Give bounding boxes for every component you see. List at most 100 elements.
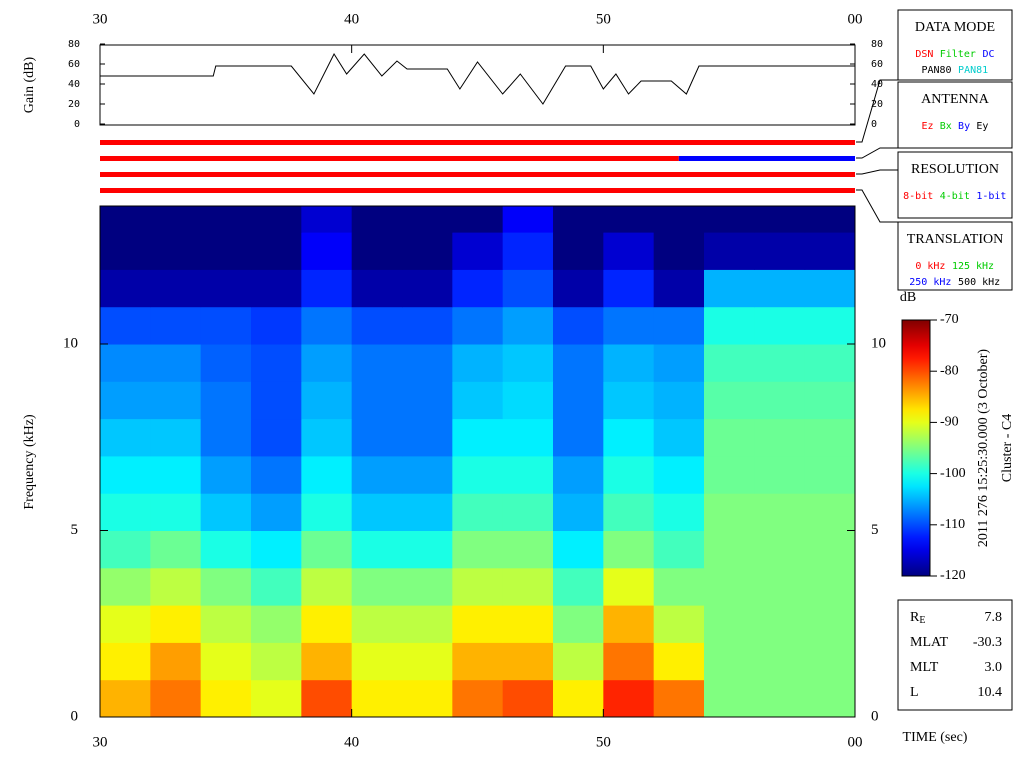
gain-line bbox=[100, 52, 855, 105]
heatmap-cell bbox=[452, 567, 504, 606]
y-tick-label: 80 bbox=[68, 39, 80, 50]
panel-item: 500 kHz bbox=[958, 277, 1000, 288]
heatmap-cell bbox=[251, 269, 302, 308]
heatmap-cell bbox=[553, 642, 604, 681]
heatmap-cell bbox=[200, 530, 252, 569]
panel-title: TRANSLATION bbox=[907, 232, 1003, 247]
heatmap-cell bbox=[402, 455, 453, 494]
heatmap-cell bbox=[452, 206, 504, 233]
y-axis-label: Gain (dB) bbox=[22, 56, 37, 113]
heatmap-cell bbox=[301, 530, 353, 569]
heatmap-cell bbox=[200, 455, 252, 494]
heatmap-cell bbox=[804, 679, 856, 718]
heatmap-cell bbox=[804, 642, 856, 681]
panel-item: Bx bbox=[940, 121, 952, 132]
heatmap-cell bbox=[603, 206, 655, 233]
orbit-label: MLAT bbox=[910, 635, 949, 650]
heatmap-cell bbox=[100, 344, 151, 382]
heatmap-cell bbox=[553, 530, 604, 569]
x-tick-label: 40 bbox=[344, 11, 359, 27]
heatmap-cell bbox=[100, 567, 151, 606]
heatmap-cell bbox=[653, 206, 705, 233]
heatmap-cell bbox=[351, 232, 403, 270]
panel-item: DSN bbox=[915, 49, 933, 60]
heatmap-cell bbox=[754, 269, 806, 308]
y-tick-label: 0 bbox=[71, 708, 79, 724]
orbit-label-main: R bbox=[910, 610, 920, 625]
panel-item: Ez bbox=[921, 121, 933, 132]
heatmap-cell bbox=[804, 344, 856, 382]
heatmap-cell bbox=[502, 232, 554, 270]
heatmap-cell bbox=[200, 679, 252, 718]
heatmap-cell bbox=[251, 206, 302, 233]
heatmap-cell bbox=[452, 232, 504, 270]
heatmap-cell bbox=[200, 493, 252, 532]
orbit-value: 7.8 bbox=[985, 610, 1003, 625]
y-tick-label: 60 bbox=[68, 59, 80, 70]
panel-box bbox=[897, 221, 1013, 291]
heatmap-cell bbox=[200, 381, 252, 420]
panel-item: 8-bit bbox=[903, 191, 933, 202]
heatmap-cell bbox=[301, 567, 353, 606]
y-tick-label: 80 bbox=[871, 39, 883, 50]
heatmap-cell bbox=[100, 530, 151, 569]
connector bbox=[856, 79, 898, 143]
caption: 2011 276 15:25:30.000 (3 October) bbox=[976, 349, 991, 548]
orbit-value: 10.4 bbox=[978, 685, 1003, 700]
heatmap-cell bbox=[301, 269, 353, 308]
heatmap-cell bbox=[502, 679, 554, 718]
connector bbox=[856, 169, 898, 175]
heatmap-cell bbox=[553, 493, 604, 532]
status-segment bbox=[100, 188, 855, 193]
y-tick-label: 5 bbox=[71, 522, 79, 538]
orbit-label-sub: E bbox=[919, 615, 925, 626]
heatmap-cell bbox=[200, 418, 252, 457]
heatmap-cell bbox=[603, 493, 655, 532]
heatmap-cell bbox=[251, 679, 302, 718]
x-tick-label: 00 bbox=[848, 734, 863, 750]
heatmap-cell bbox=[351, 642, 403, 681]
heatmap-cell bbox=[553, 269, 604, 308]
colorbar-tick-label: -70 bbox=[940, 312, 959, 327]
panel-item: 1-bit bbox=[976, 191, 1006, 202]
heatmap-cell bbox=[150, 642, 202, 681]
heatmap-cell bbox=[351, 605, 403, 643]
heatmap-cell bbox=[301, 605, 353, 643]
heatmap-cell bbox=[704, 679, 755, 718]
y-tick-label: 60 bbox=[871, 59, 883, 70]
heatmap-cell bbox=[452, 269, 504, 308]
heatmap-cell bbox=[603, 344, 655, 382]
heatmap-cell bbox=[502, 418, 554, 457]
heatmap-cell bbox=[100, 269, 151, 308]
y-tick-label: 0 bbox=[871, 119, 877, 130]
heatmap-cell bbox=[100, 306, 151, 345]
heatmap-cell bbox=[553, 418, 604, 457]
heatmap-cell bbox=[704, 605, 755, 643]
heatmap-cell bbox=[150, 418, 202, 457]
colorbar-tick-label: -110 bbox=[940, 517, 965, 532]
heatmap-cell bbox=[251, 493, 302, 532]
heatmap-cell bbox=[100, 232, 151, 270]
heatmap-cell bbox=[150, 206, 202, 233]
heatmap-cell bbox=[653, 306, 705, 345]
connector bbox=[856, 147, 898, 159]
heatmap-cell bbox=[754, 344, 806, 382]
heatmap-cell bbox=[402, 344, 453, 382]
panel-title: DATA MODE bbox=[915, 20, 995, 35]
panel-item: PAN80 bbox=[921, 65, 951, 76]
y-tick-label: 10 bbox=[871, 335, 886, 351]
y-tick-label: 40 bbox=[871, 79, 883, 90]
heatmap-cell bbox=[804, 455, 856, 494]
y-tick-label: 10 bbox=[63, 335, 78, 351]
heatmap-cell bbox=[402, 306, 453, 345]
orbit-label: RE bbox=[910, 610, 925, 626]
heatmap-cell bbox=[150, 232, 202, 270]
heatmap-cell bbox=[754, 642, 806, 681]
heatmap-cell bbox=[200, 605, 252, 643]
heatmap-cell bbox=[351, 567, 403, 606]
status-segment bbox=[678, 156, 855, 161]
orbit-label-main: MLAT bbox=[910, 635, 949, 650]
heatmap-cell bbox=[200, 306, 252, 345]
heatmap-cell bbox=[704, 567, 755, 606]
